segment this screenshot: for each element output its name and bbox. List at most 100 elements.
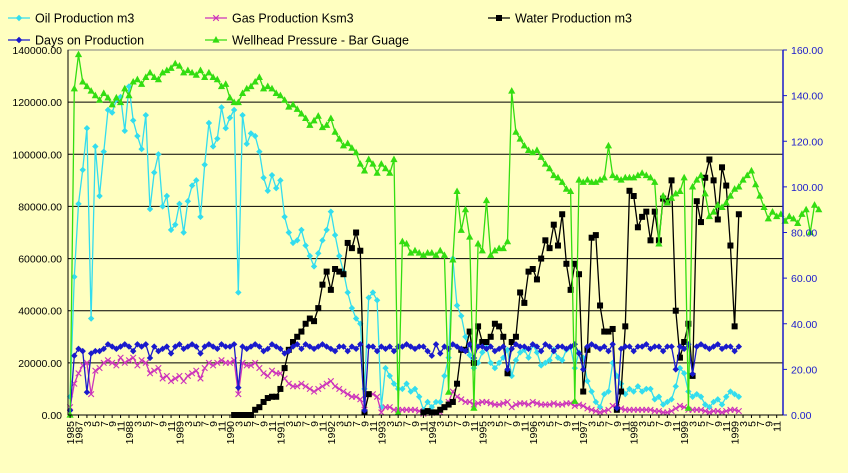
data-point	[651, 178, 659, 185]
x-tick-label: 9	[208, 421, 220, 427]
data-point	[331, 347, 339, 355]
data-point	[609, 171, 617, 179]
data-point	[537, 347, 545, 355]
y-right-tick-label: 120.00	[791, 136, 823, 148]
data-point	[188, 370, 196, 377]
data-point	[255, 73, 263, 80]
data-point	[323, 343, 330, 350]
data-point	[512, 357, 520, 364]
data-point	[545, 164, 554, 172]
data-point	[373, 347, 381, 355]
data-point	[445, 388, 453, 395]
data-point	[234, 98, 242, 106]
x-tick-label: 3	[334, 421, 346, 427]
x-tick-label: 7	[452, 421, 464, 427]
data-point	[723, 393, 730, 400]
data-point	[588, 341, 595, 348]
data-point	[306, 385, 314, 393]
data-point	[159, 68, 167, 76]
data-point	[580, 366, 587, 373]
data-point	[672, 189, 680, 197]
data-point	[264, 345, 271, 353]
data-point	[403, 341, 410, 348]
data-point	[529, 266, 536, 272]
x-tick-label: 11	[116, 421, 128, 432]
data-point	[466, 341, 473, 348]
legend-entry: Days on Production	[8, 34, 144, 48]
data-point	[668, 407, 675, 415]
data-point	[567, 187, 575, 195]
y-left-tick-label: 120000.00	[12, 97, 62, 109]
data-point	[533, 146, 541, 153]
data-point	[336, 343, 343, 350]
data-point	[630, 347, 637, 355]
y-right-tick-label: 100.00	[791, 182, 823, 194]
x-tick-label: 5	[696, 421, 708, 427]
data-point	[171, 59, 179, 67]
data-point	[146, 205, 154, 213]
data-point	[727, 388, 734, 395]
x-tick-label: 5	[545, 421, 557, 427]
data-point	[79, 166, 86, 174]
data-point	[281, 96, 289, 103]
data-point	[218, 104, 225, 111]
x-tick-label: 11	[671, 421, 683, 432]
data-point	[638, 343, 646, 350]
data-point	[433, 409, 440, 416]
data-point	[567, 286, 574, 293]
data-point	[167, 350, 175, 357]
data-point	[731, 347, 738, 355]
data-point	[121, 84, 129, 92]
data-point	[723, 343, 730, 350]
data-point	[550, 347, 557, 355]
data-point	[643, 385, 650, 393]
data-point	[310, 263, 318, 270]
data-point	[726, 192, 735, 199]
data-point	[512, 341, 520, 348]
data-point	[96, 364, 103, 372]
data-point	[592, 232, 599, 239]
data-point	[352, 315, 360, 322]
data-point	[718, 345, 726, 353]
data-point	[256, 148, 263, 155]
data-point	[638, 388, 646, 395]
data-point	[533, 349, 541, 356]
x-tick-label: 5	[90, 421, 102, 427]
data-point	[470, 404, 478, 411]
data-point	[75, 345, 82, 353]
data-point	[546, 245, 553, 252]
x-tick-label: 11	[772, 421, 784, 432]
data-point	[403, 380, 410, 387]
y-left-tick-label: 80000.00	[18, 201, 62, 213]
data-point	[517, 289, 524, 296]
data-point	[390, 155, 398, 163]
data-point	[142, 111, 150, 119]
data-point	[96, 347, 103, 355]
data-point	[138, 343, 145, 350]
data-point	[293, 105, 301, 112]
data-point	[360, 166, 369, 174]
data-point	[554, 242, 561, 249]
data-point	[319, 383, 326, 390]
x-tick-label: 7	[503, 421, 515, 427]
data-point	[752, 180, 760, 188]
x-tick-label: 5	[393, 421, 405, 427]
data-point	[428, 352, 436, 359]
data-point	[693, 176, 701, 183]
data-point	[125, 357, 133, 364]
x-tick-label: 9	[511, 421, 523, 427]
data-point	[289, 343, 297, 350]
data-point	[104, 357, 112, 364]
x-tick-label: 9	[612, 421, 624, 427]
data-point	[281, 350, 288, 357]
data-point	[735, 343, 743, 350]
data-point	[256, 343, 263, 350]
data-point	[546, 343, 553, 350]
data-point	[533, 276, 540, 283]
data-point	[512, 401, 520, 408]
data-point	[701, 401, 709, 408]
data-point	[323, 268, 330, 275]
data-point	[260, 370, 267, 377]
x-tick-label: 3	[82, 421, 94, 427]
legend-marker	[15, 36, 23, 44]
